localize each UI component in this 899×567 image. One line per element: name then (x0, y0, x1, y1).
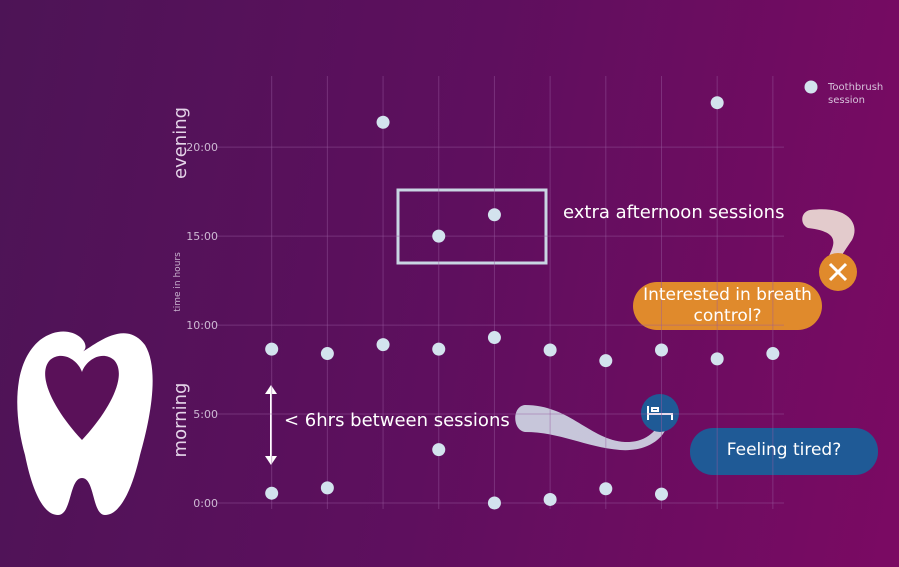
y-tick-label: 20:00 (186, 141, 218, 154)
annotation: extra afternoon sessions (563, 202, 785, 223)
data-point (432, 342, 446, 356)
bed-icon-glyph (647, 406, 673, 420)
data-point (710, 352, 724, 366)
range-arrow (265, 385, 277, 465)
data-point (487, 331, 501, 345)
y-tick-label: 10:00 (186, 319, 218, 332)
data-point (487, 496, 501, 510)
data-point (376, 115, 390, 129)
food-icon-glyph (828, 262, 848, 282)
data-point (543, 492, 557, 506)
data-point (599, 482, 613, 496)
y-tick-label: 0:00 (193, 497, 218, 510)
data-point (487, 208, 501, 222)
data-point (432, 229, 446, 243)
legend-marker (804, 80, 818, 94)
data-point (710, 96, 724, 110)
swoosh (515, 405, 668, 451)
swoosh (802, 209, 855, 262)
data-point (265, 342, 279, 356)
speech-bubble (633, 282, 822, 330)
speech-bubble (690, 428, 878, 475)
data-point (376, 338, 390, 352)
data-point (599, 354, 613, 368)
bubble-text: Interested in breath control? (643, 285, 812, 326)
y-tick-label: 5:00 (193, 408, 218, 421)
data-point (654, 487, 668, 501)
data-point (766, 347, 780, 361)
data-point (320, 481, 334, 495)
data-point (265, 486, 279, 500)
data-point (320, 347, 334, 361)
tooth-icon (17, 331, 153, 515)
y-axis-label: morning (170, 383, 191, 458)
data-point (432, 443, 446, 457)
y-axis-label: evening (170, 107, 191, 179)
annotation: < 6hrs between sessions (284, 410, 510, 431)
y-axis-label: time in hours (173, 252, 183, 312)
legend-label: Toothbrush session (828, 82, 884, 106)
y-tick-label: 15:00 (186, 230, 218, 243)
data-point (654, 343, 668, 357)
highlight-box (396, 188, 548, 265)
bubble-text: Feeling tired? (726, 440, 842, 460)
data-point (543, 343, 557, 357)
